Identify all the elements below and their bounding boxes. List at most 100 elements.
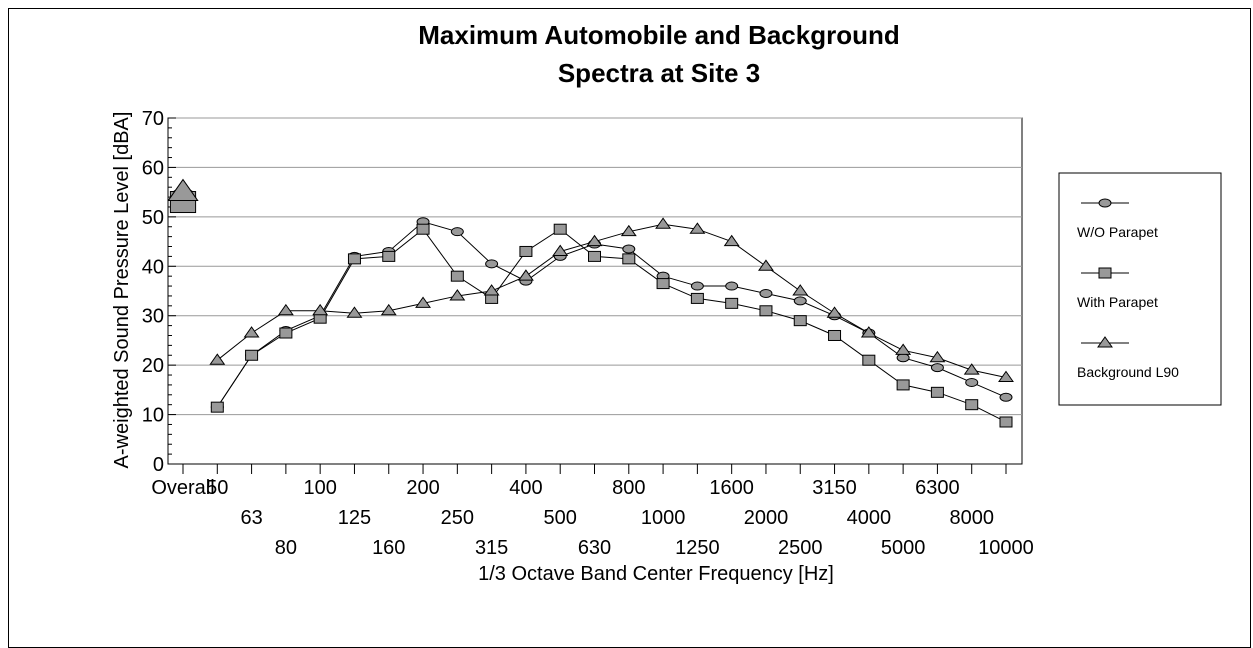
legend-marker-circle <box>1098 198 1112 208</box>
data-point-square <box>759 305 773 317</box>
data-point-square <box>553 223 567 235</box>
data-point-circle <box>999 392 1013 402</box>
x-tick-label: 50 <box>206 477 228 499</box>
data-point-square <box>245 349 259 361</box>
data-point-triangle <box>483 284 500 296</box>
legend-box <box>1058 172 1222 406</box>
data-point-square <box>690 292 704 304</box>
data-point-square <box>793 315 807 327</box>
plot-border <box>167 117 1023 465</box>
chart-frame <box>8 8 1251 648</box>
x-tick-label: 10000 <box>978 537 1034 559</box>
data-point-square <box>656 278 670 290</box>
data-point-circle <box>622 244 636 254</box>
chart-title-line1: Maximum Automobile and Background <box>418 20 900 50</box>
y-tick-label: 50 <box>142 207 164 229</box>
series-line-0 <box>216 221 1007 408</box>
data-point-circle <box>485 259 499 269</box>
data-point-square <box>347 253 361 265</box>
x-tick-label: 63 <box>240 507 262 529</box>
x-tick-label: 4000 <box>847 507 892 529</box>
data-point-triangle <box>449 289 466 301</box>
y-axis-label: A-weighted Sound Pressure Level [dBA] <box>111 112 133 469</box>
data-point-circle <box>896 353 910 363</box>
data-point-triangle <box>517 269 534 281</box>
data-point-square <box>382 250 396 262</box>
data-point-square <box>965 399 979 411</box>
legend-marker-square <box>1098 267 1112 279</box>
y-tick-label: 60 <box>142 157 164 179</box>
x-tick-label: 160 <box>372 537 405 559</box>
x-tick-label: 200 <box>406 477 439 499</box>
data-point-circle <box>690 281 704 291</box>
x-tick-label: 2500 <box>778 537 823 559</box>
data-point-triangle <box>380 303 397 316</box>
series-line-1 <box>216 228 1007 423</box>
data-point-triangle <box>792 284 809 296</box>
x-tick-label: 80 <box>275 537 297 559</box>
x-tick-label: 800 <box>612 477 645 499</box>
data-point-triangle <box>312 303 329 316</box>
series-line-2 <box>216 223 1007 378</box>
x-tick-label: 6300 <box>915 477 960 499</box>
legend-label: With Parapet <box>1077 294 1158 310</box>
data-point-triangle <box>929 350 946 363</box>
data-point-triangle <box>723 234 740 247</box>
data-point-triangle <box>689 222 706 234</box>
data-point-triangle <box>963 363 980 375</box>
legend: W/O Parapet With Parapet Background L90 <box>1058 172 1222 406</box>
data-point-triangle <box>757 259 774 271</box>
data-point-square <box>622 253 636 265</box>
plot-area: 010203040506070Overall506380100125160200… <box>142 108 1034 559</box>
data-point-triangle <box>860 326 877 338</box>
x-tick-label: 400 <box>509 477 542 499</box>
data-point-square <box>450 270 464 282</box>
x-tick-label: 100 <box>303 477 336 499</box>
x-tick-label: 500 <box>544 507 577 529</box>
data-point-triangle <box>826 306 843 318</box>
data-point-circle <box>450 227 464 237</box>
x-tick-label: 2000 <box>744 507 789 529</box>
x-tick-label: 1250 <box>675 537 720 559</box>
data-point-triangle <box>209 353 226 365</box>
data-point-square <box>725 297 739 309</box>
data-point-square <box>999 416 1013 428</box>
legend-label: W/O Parapet <box>1077 224 1158 240</box>
x-tick-label: 5000 <box>881 537 926 559</box>
data-point-triangle <box>552 244 569 256</box>
legend-label: Background L90 <box>1077 364 1179 380</box>
y-tick-label: 40 <box>142 256 164 278</box>
y-tick-label: 10 <box>142 405 164 427</box>
data-point-triangle <box>415 296 432 308</box>
data-point-circle <box>793 296 807 306</box>
chart-title-line2: Spectra at Site 3 <box>558 58 760 88</box>
data-point-square <box>210 401 224 413</box>
y-tick-label: 0 <box>153 454 164 476</box>
data-point-triangle <box>998 370 1014 382</box>
data-point-triangle <box>346 306 363 318</box>
chart-svg: Maximum Automobile and Background Spectr… <box>111 20 1222 585</box>
y-tick-label: 20 <box>142 355 164 377</box>
data-point-triangle <box>586 234 603 247</box>
data-point-square <box>862 354 876 366</box>
x-tick-label: 1600 <box>709 477 754 499</box>
x-tick-label: 630 <box>578 537 611 559</box>
data-point-triangle <box>895 343 912 355</box>
data-point-square <box>896 379 910 391</box>
overall-point-triangle <box>167 178 199 202</box>
data-point-square <box>828 329 842 341</box>
x-tick-label: 315 <box>475 537 508 559</box>
data-point-circle <box>725 281 739 291</box>
data-point-triangle <box>277 303 294 316</box>
data-point-triangle <box>620 224 637 237</box>
x-tick-label: Overall <box>151 477 214 499</box>
data-point-circle <box>759 288 773 298</box>
data-point-square <box>588 250 601 262</box>
data-point-circle <box>965 377 979 387</box>
data-point-circle <box>930 363 944 373</box>
x-tick-label: 125 <box>338 507 371 529</box>
x-tick-label: 250 <box>441 507 474 529</box>
data-point-square <box>279 327 293 339</box>
x-axis-label: 1/3 Octave Band Center Frequency [Hz] <box>478 563 834 585</box>
data-point-triangle <box>655 217 672 229</box>
